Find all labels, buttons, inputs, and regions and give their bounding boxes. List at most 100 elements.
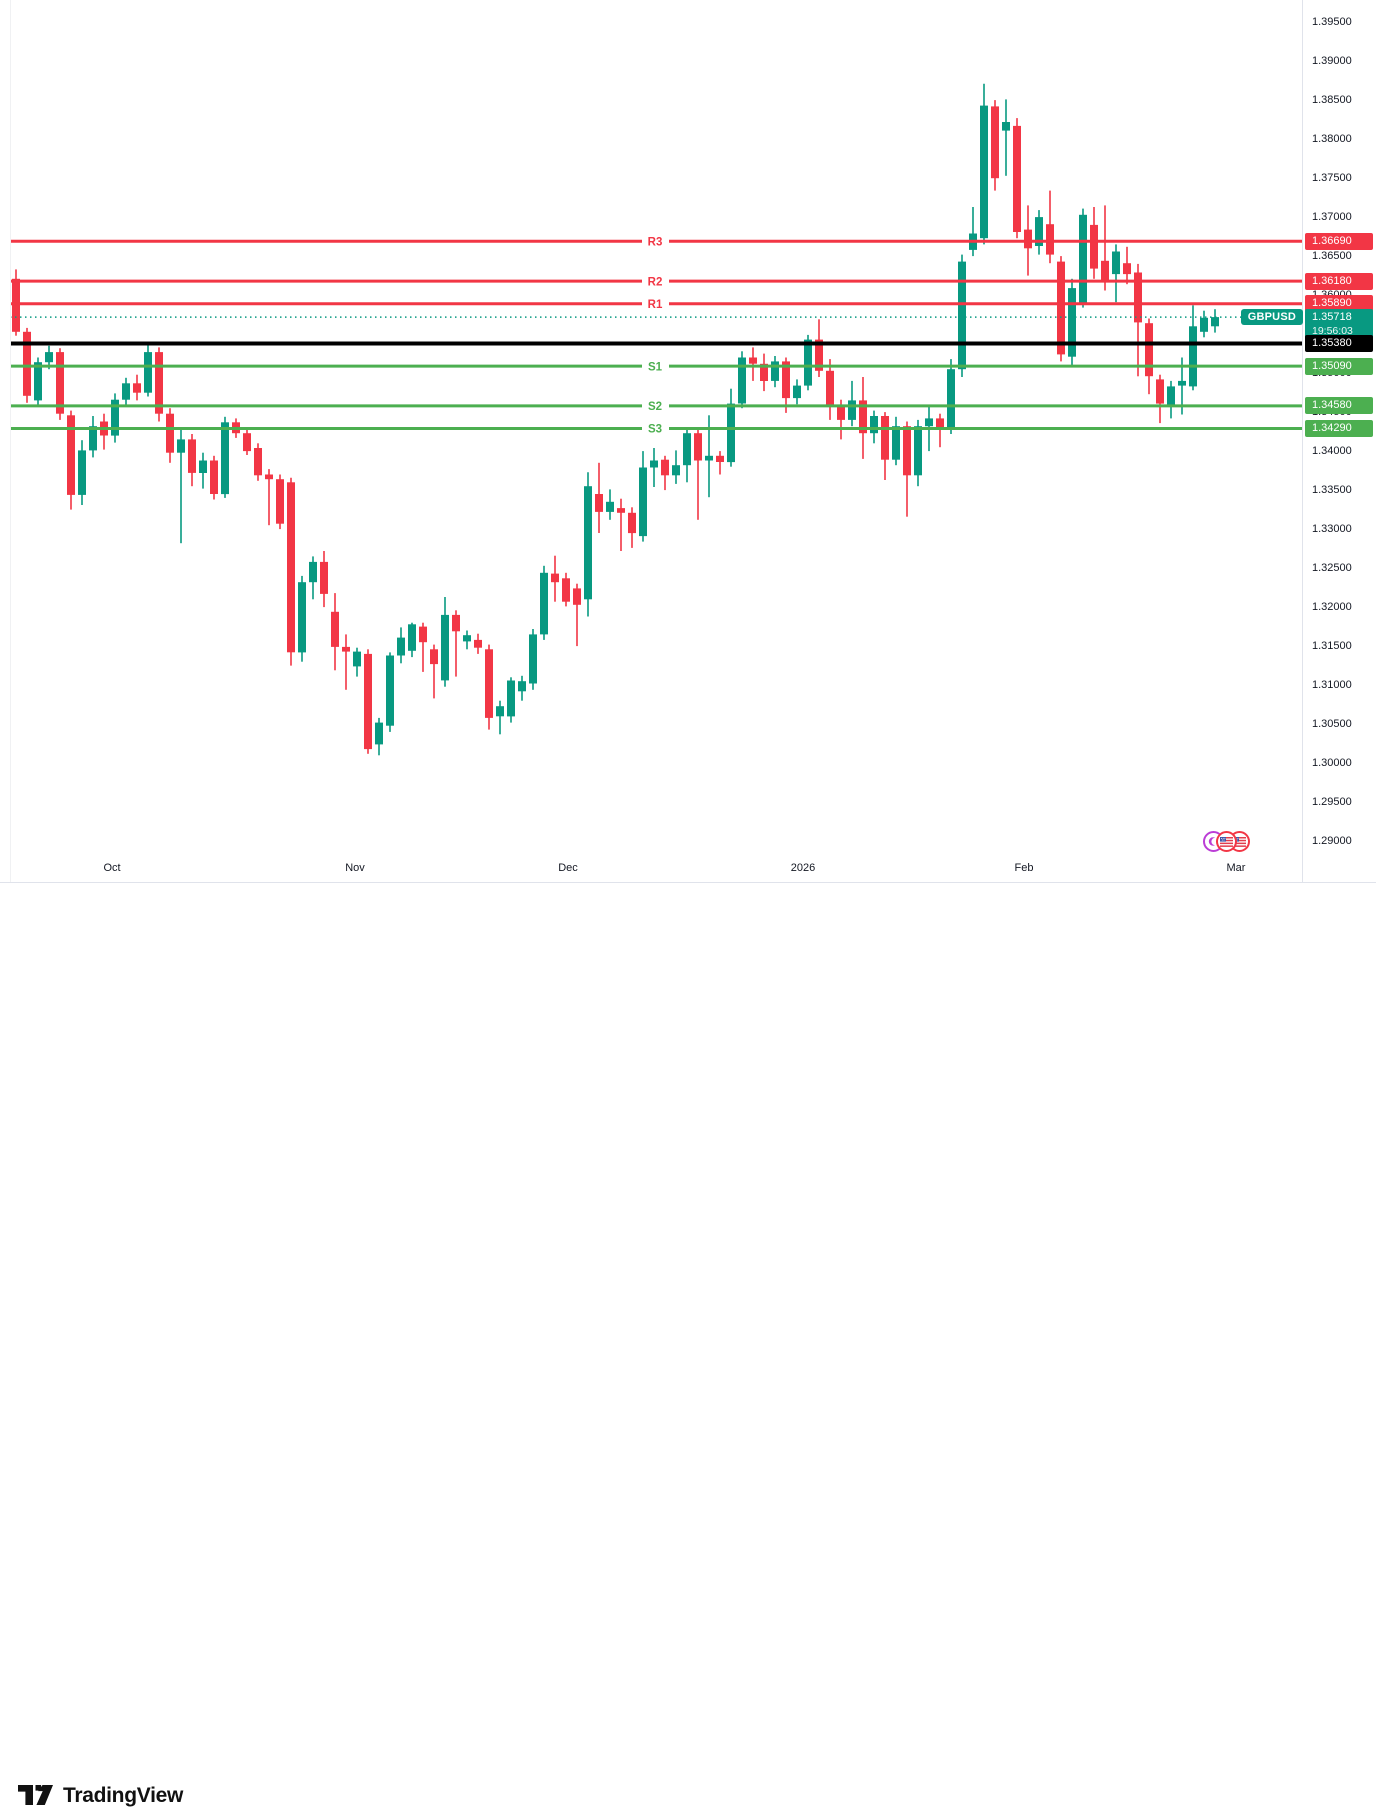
candle [661,455,669,491]
price-tick-label: 1.30000 [1312,757,1352,769]
candle [672,450,680,484]
time-axis-border [0,882,1376,883]
economic-events-cluster[interactable] [1203,831,1255,853]
candle [78,440,86,505]
candle [254,443,262,481]
candle [903,421,911,517]
pivot-label-r1: R1 [648,299,663,311]
candle [507,677,515,723]
pivot-label-r2: R2 [648,276,663,288]
candle [166,408,174,463]
pivot-label-r3: R3 [648,237,663,249]
candle [628,507,636,548]
candle [100,413,108,450]
price-tick-label: 1.30500 [1312,718,1352,730]
candle [111,393,119,443]
candle [760,353,768,392]
candle [485,644,493,730]
time-axis-label: Oct [103,862,121,874]
candle [595,462,603,533]
candle [584,472,592,617]
candle [716,451,724,475]
price-tick-label: 1.31500 [1312,640,1352,652]
tradingview-logo-text: TradingView [63,1784,184,1807]
candle [1101,205,1109,291]
price-tick-label: 1.29500 [1312,796,1352,808]
candle [452,610,460,677]
candle [1079,208,1087,308]
time-axis-label: Dec [558,862,578,874]
candle [573,583,581,647]
time-axis-label: Feb [1014,862,1034,874]
candle [155,347,163,422]
price-label-last: 1.35718 19:56:03 [1305,309,1373,340]
candle [529,629,537,690]
candle [309,556,317,600]
candle [771,356,779,388]
price-tick-label: 1.33500 [1312,484,1352,496]
candle [287,477,295,666]
price-tick-label: 1.38500 [1312,94,1352,106]
price-label-s3: 1.34290 [1305,420,1373,437]
pivot-line-s3: S3 [10,424,1302,436]
price-label-pivot: 1.35380 [1305,335,1373,352]
candle [1167,380,1175,419]
candle [969,207,977,257]
price-tick-label: 1.34000 [1312,445,1352,457]
candle [496,700,504,735]
pivot-label-s3: S3 [648,424,662,436]
candle [881,412,889,480]
footer: TradingView [0,883,1376,1807]
price-tick-label: 1.32500 [1312,562,1352,574]
symbol-badge[interactable]: GBPUSD [1240,309,1303,325]
pivot-line-r1: R1 [10,299,1302,311]
candle [1112,244,1120,303]
candle [243,428,251,455]
us-flag-icon [1220,836,1233,847]
candle [199,452,207,489]
candle [1046,190,1054,264]
candle [1068,278,1076,367]
tradingview-logo[interactable]: TradingView [17,1784,183,1808]
price-chart-canvas[interactable]: R3 R2 R1 S1 S2 S3 [0,0,1302,883]
price-tick-label: 1.39000 [1312,55,1352,67]
candle [441,597,449,687]
pivot-line-r3: R3 [10,237,1302,249]
candle [386,652,394,732]
candle [870,410,878,444]
candle [1057,256,1065,362]
tradingview-logo-icon [18,1785,53,1805]
candle [1211,309,1219,333]
candle [188,434,196,487]
candle [639,451,647,542]
candle [265,469,273,526]
candle [914,419,922,487]
candle [815,319,823,377]
candle [364,649,372,754]
candle [408,622,416,658]
event-flag-us-icon[interactable] [1216,831,1237,852]
price-axis[interactable]: 1.39500 1.39000 1.38500 1.38000 1.37500 1.370… [1302,0,1376,882]
candle [474,633,482,654]
candle [122,377,130,406]
candle [210,455,218,500]
candle [694,429,702,520]
candle [936,413,944,448]
candle [397,627,405,664]
candle [1145,318,1153,395]
candle [1090,207,1098,279]
price-tick-label: 1.29000 [1312,835,1352,847]
price-tick-label: 1.32000 [1312,601,1352,613]
candle [331,593,339,671]
candle [826,359,834,420]
candle [342,634,350,690]
candle [353,647,361,677]
candle [947,359,955,434]
price-label-s2: 1.34580 [1305,397,1373,414]
price-tick-label: 1.38000 [1312,133,1352,145]
candle [683,427,691,483]
price-tick-label: 1.37500 [1312,172,1352,184]
candle [133,374,141,401]
candle [1002,99,1010,176]
